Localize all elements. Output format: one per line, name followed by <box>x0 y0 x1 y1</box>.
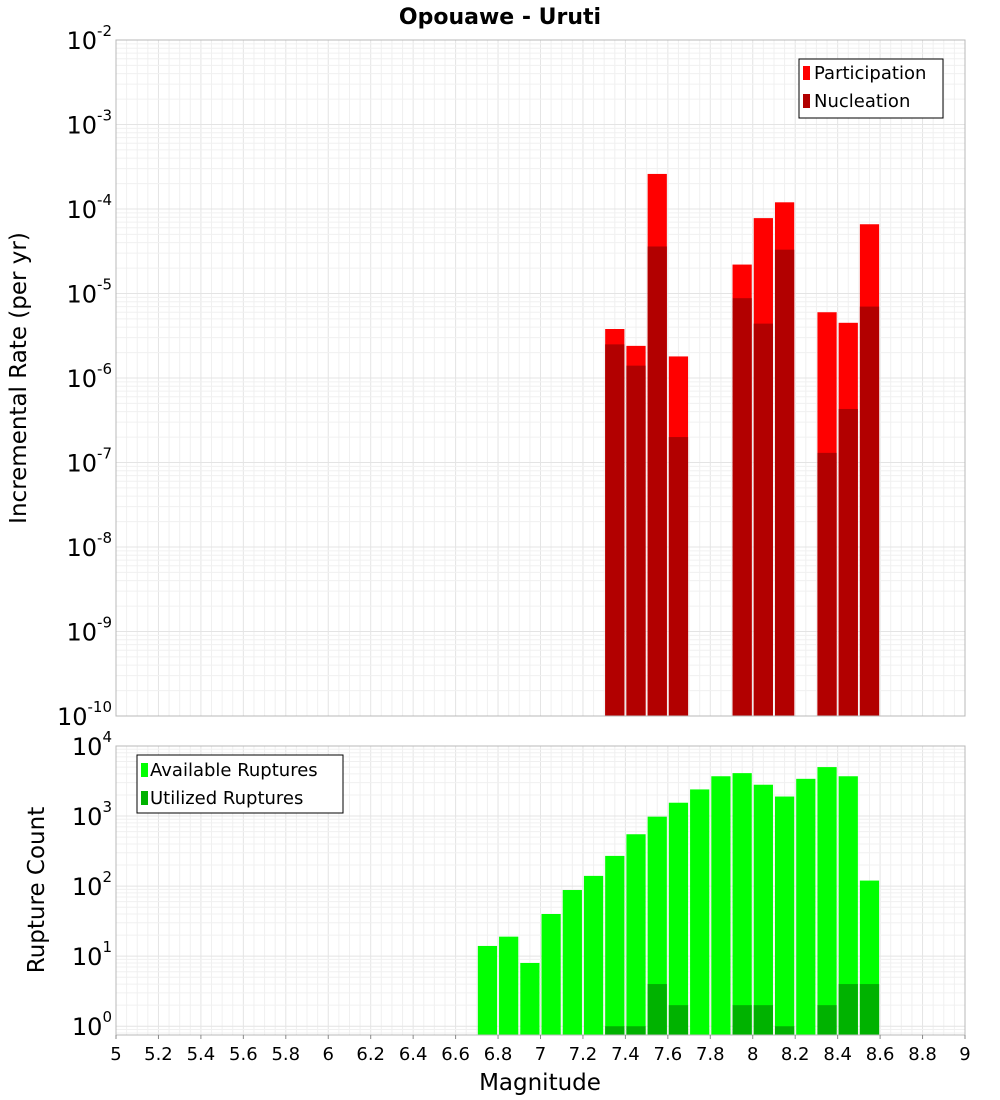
count-y-tick-label: 101 <box>72 938 112 971</box>
legend-label-available: Available Ruptures <box>150 760 318 781</box>
rate-y-ticks: 10-10 10-9 10-8 10-7 10-6 10-5 10-4 10-3 10-2 <box>57 22 112 731</box>
x-tick-label: 5.6 <box>229 1044 258 1065</box>
rate-y-tick-label: 10-10 <box>57 698 112 731</box>
count-y-axis-title: Rupture Count <box>24 807 50 973</box>
count-y-tick-label: 104 <box>72 728 112 761</box>
count-bar-secondary <box>668 1005 689 1035</box>
x-tick-label: 8.6 <box>866 1044 895 1065</box>
legend-label-utilized: Utilized Ruptures <box>150 788 303 809</box>
x-tick-label: 6.6 <box>441 1044 470 1065</box>
count-bars <box>477 767 880 1035</box>
rate-bar-secondary <box>753 323 773 716</box>
x-tick-label: 7 <box>535 1044 546 1065</box>
x-tick-label: 6 <box>323 1044 334 1065</box>
x-tick-label: 6.8 <box>484 1044 513 1065</box>
rate-bar-secondary <box>668 437 689 716</box>
x-tick-label: 6.4 <box>399 1044 428 1065</box>
legend-swatch-nucleation <box>803 94 810 108</box>
rate-legend-box <box>798 58 944 119</box>
rate-bar-secondary <box>859 306 880 716</box>
count-bar-secondary <box>859 984 880 1035</box>
count-bar-secondary <box>732 1005 752 1035</box>
x-tick-label: 5.8 <box>271 1044 300 1065</box>
count-bar-secondary <box>626 1026 646 1035</box>
rate-y-tick-label: 10-9 <box>66 614 112 647</box>
legend-label-participation: Participation <box>814 63 926 84</box>
count-bar-primary <box>796 778 816 1035</box>
x-tick-label: 8.2 <box>781 1044 810 1065</box>
rate-y-tick-label: 10-6 <box>66 360 112 393</box>
x-tick-label: 8.4 <box>823 1044 852 1065</box>
x-tick-label: 5.4 <box>187 1044 216 1065</box>
count-legend: Available Ruptures Utilized Ruptures <box>136 754 344 814</box>
count-bar-secondary <box>647 984 667 1035</box>
rate-bar-secondary <box>774 249 795 716</box>
count-bar-secondary <box>817 1005 837 1035</box>
rate-panel: 10-10 10-9 10-8 10-7 10-6 10-5 10-4 10-3 10-2 In… <box>6 22 966 731</box>
x-tick-label: 7.8 <box>696 1044 725 1065</box>
x-tick-label: 7.2 <box>569 1044 598 1065</box>
rate-bar-secondary <box>647 246 667 716</box>
count-bar-primary <box>499 936 519 1035</box>
x-tick-label: 7.4 <box>611 1044 640 1065</box>
rate-bar-secondary <box>838 408 858 716</box>
count-bar-secondary <box>753 1005 773 1035</box>
x-tick-label: 6.2 <box>356 1044 385 1065</box>
rate-grid <box>115 40 966 717</box>
count-bar-primary <box>774 796 795 1035</box>
rate-y-tick-label: 10-2 <box>66 22 112 55</box>
count-bar-secondary <box>774 1026 795 1035</box>
x-tick-label: 7.6 <box>654 1044 683 1065</box>
x-axis-title: Magnitude <box>479 1070 601 1096</box>
count-bar-primary <box>583 875 604 1035</box>
legend-swatch-available <box>141 763 148 777</box>
x-tick-label: 8 <box>747 1044 758 1065</box>
count-y-tick-label: 102 <box>72 868 112 901</box>
count-bar-primary <box>626 834 646 1035</box>
magnitude-x-ticks: 5 5.2 5.4 5.6 5.8 6 6.2 6.4 6.6 6.8 7 7.2 7.4 7.6 7.8 8… <box>110 1035 971 1065</box>
count-y-tick-label: 100 <box>72 1008 112 1041</box>
legend-swatch-participation <box>803 66 810 80</box>
count-bar-secondary <box>605 1026 625 1035</box>
count-bar-primary <box>711 776 731 1035</box>
x-tick-label: 8.8 <box>908 1044 937 1065</box>
count-bar-primary <box>668 802 689 1035</box>
rate-y-tick-label: 10-7 <box>66 445 112 478</box>
rate-bar-secondary <box>817 452 837 716</box>
rate-bar-secondary <box>626 365 646 716</box>
rate-bar-secondary <box>605 344 625 716</box>
legend-swatch-utilized <box>141 791 148 805</box>
count-panel: 100 101 102 103 104 5 5.2 5.4 5.6 5.8 6 6.2 6.4 6.6 6… <box>24 728 971 1096</box>
count-bar-primary <box>605 855 625 1035</box>
count-bar-primary <box>753 784 773 1035</box>
count-bar-primary <box>817 767 837 1035</box>
rate-bars <box>605 173 880 716</box>
count-bar-primary <box>520 962 540 1035</box>
rate-y-tick-label: 10-4 <box>66 191 112 224</box>
count-bar-primary <box>732 773 752 1035</box>
count-bar-primary <box>838 776 858 1035</box>
count-legend-box <box>136 754 344 814</box>
count-y-ticks: 100 101 102 103 104 <box>72 728 112 1041</box>
legend-label-nucleation: Nucleation <box>814 91 910 112</box>
count-bar-primary <box>541 914 561 1035</box>
count-y-tick-label: 103 <box>72 798 112 831</box>
count-bar-primary <box>647 816 667 1035</box>
rate-y-axis-title: Incremental Rate (per yr) <box>6 232 32 524</box>
rate-bar-secondary <box>732 298 752 716</box>
rate-legend: Participation Nucleation <box>798 58 944 119</box>
rate-plot-frame <box>115 39 966 717</box>
rate-y-tick-label: 10-5 <box>66 276 112 309</box>
chart-title: Opouawe - Uruti <box>399 5 601 30</box>
count-bar-primary <box>562 890 582 1035</box>
rate-y-tick-label: 10-3 <box>66 107 112 140</box>
count-bar-primary <box>477 945 498 1035</box>
count-bar-secondary <box>838 984 858 1035</box>
rate-y-tick-label: 10-8 <box>66 529 112 562</box>
count-bar-primary <box>690 789 710 1035</box>
x-tick-label: 5.2 <box>144 1044 173 1065</box>
x-tick-label: 9 <box>959 1044 970 1065</box>
x-tick-label: 5 <box>110 1044 121 1065</box>
